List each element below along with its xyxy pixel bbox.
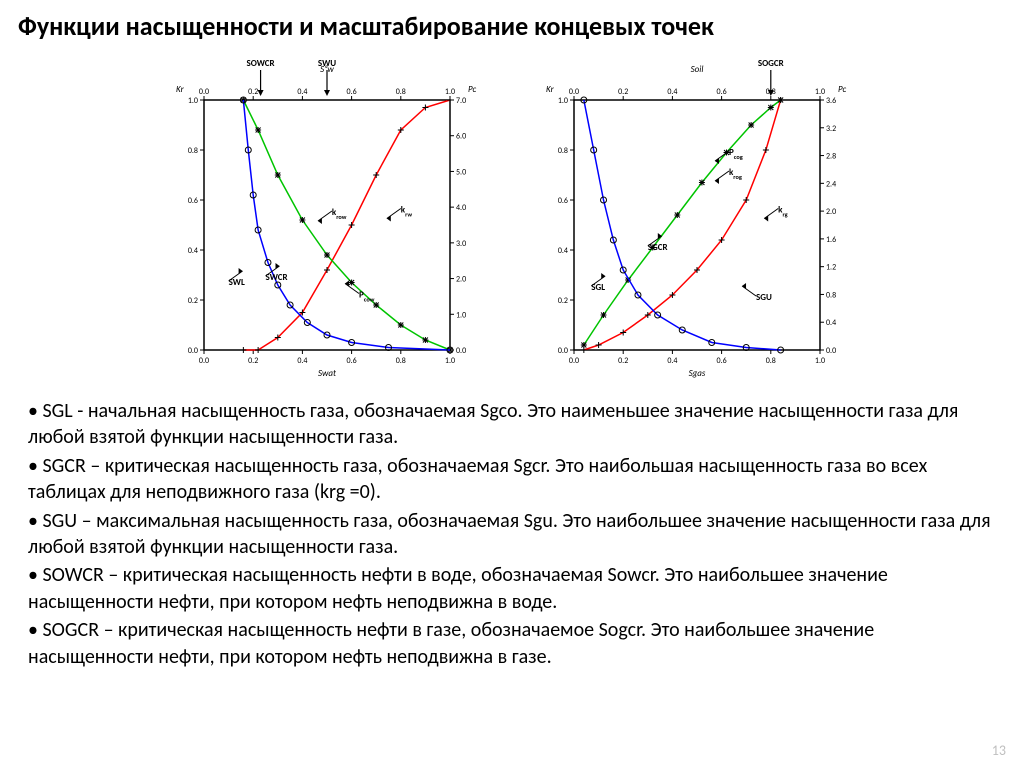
svg-text:Kr: Kr	[176, 84, 185, 95]
chart-left-svg: 0.00.00.20.20.40.40.60.60.80.81.01.00.00…	[162, 52, 492, 382]
svg-text:SOGCR: SOGCR	[758, 58, 784, 69]
svg-text:0.0: 0.0	[558, 346, 568, 356]
svg-text:4.0: 4.0	[456, 203, 466, 213]
svg-text:Pcog: Pcog	[729, 147, 743, 161]
svg-text:0.8: 0.8	[766, 356, 776, 366]
svg-text:0.8: 0.8	[396, 87, 406, 97]
svg-text:1.0: 1.0	[815, 87, 825, 97]
svg-text:0.8: 0.8	[396, 356, 406, 366]
svg-text:Pc: Pc	[468, 84, 476, 95]
svg-text:1.6: 1.6	[826, 235, 836, 245]
svg-text:Kr: Kr	[546, 84, 555, 95]
definition-sgcr: • SGCR – критическая насыщенность газа, …	[28, 453, 996, 506]
svg-text:0.0: 0.0	[456, 346, 466, 356]
svg-text:Pc: Pc	[838, 84, 846, 95]
chart-right: 0.00.00.20.20.40.40.60.60.80.81.01.00.00…	[532, 52, 862, 382]
svg-text:0.4: 0.4	[297, 87, 307, 97]
svg-text:Soil: Soil	[691, 64, 704, 75]
svg-text:3.0: 3.0	[456, 239, 466, 249]
definition-sowcr: • SOWCR – критическая насыщенность нефти…	[28, 562, 996, 615]
svg-text:2.0: 2.0	[826, 207, 836, 217]
svg-text:2.0: 2.0	[456, 275, 466, 285]
svg-text:0.6: 0.6	[558, 196, 568, 206]
page-number: 13	[992, 742, 1006, 759]
svg-text:1.0: 1.0	[456, 310, 466, 320]
charts-row: 0.00.00.20.20.40.40.60.60.80.81.01.00.00…	[0, 52, 1024, 382]
svg-text:Pcow: Pcow	[359, 290, 375, 304]
svg-text:0.2: 0.2	[618, 87, 628, 97]
svg-text:SWCR: SWCR	[266, 272, 288, 283]
definition-sogcr: • SOGCR – критическая насыщенность нефти…	[28, 617, 996, 670]
definitions-list: • SGL - начальная насыщенность газа, обо…	[28, 398, 996, 672]
svg-text:SWU: SWU	[318, 58, 336, 69]
svg-text:0.4: 0.4	[188, 246, 198, 256]
svg-text:krog: krog	[729, 167, 742, 181]
svg-text:7.0: 7.0	[456, 96, 466, 106]
svg-text:SGL: SGL	[591, 282, 605, 293]
svg-text:2.8: 2.8	[826, 152, 836, 162]
svg-text:0.8: 0.8	[826, 290, 836, 300]
svg-text:krow: krow	[332, 207, 347, 221]
svg-text:0.0: 0.0	[569, 356, 579, 366]
svg-text:0.4: 0.4	[826, 318, 836, 328]
svg-text:SGU: SGU	[756, 292, 772, 303]
svg-text:krw: krw	[401, 205, 413, 219]
svg-text:0.0: 0.0	[569, 87, 579, 97]
svg-text:0.0: 0.0	[199, 356, 209, 366]
svg-text:0.4: 0.4	[667, 87, 677, 97]
svg-text:0.6: 0.6	[347, 87, 357, 97]
svg-text:1.2: 1.2	[826, 263, 836, 273]
svg-text:0.8: 0.8	[188, 146, 198, 156]
page: Функции насыщенности и масштабирование к…	[0, 0, 1024, 767]
svg-text:0.2: 0.2	[558, 296, 568, 306]
svg-text:0.2: 0.2	[248, 87, 258, 97]
svg-text:0.8: 0.8	[558, 146, 568, 156]
svg-text:0.2: 0.2	[618, 356, 628, 366]
chart-right-svg: 0.00.00.20.20.40.40.60.60.80.81.01.00.00…	[532, 52, 862, 382]
svg-text:2.4: 2.4	[826, 179, 836, 189]
svg-text:0.0: 0.0	[188, 346, 198, 356]
svg-text:SOWCR: SOWCR	[247, 58, 275, 69]
svg-text:krg: krg	[778, 205, 787, 219]
svg-text:3.2: 3.2	[826, 124, 836, 134]
svg-text:0.6: 0.6	[717, 87, 727, 97]
page-title: Функции насыщенности и масштабирование к…	[18, 12, 1006, 42]
svg-text:0.6: 0.6	[347, 356, 357, 366]
definition-sgu: • SGU – максимальная насыщенность газа, …	[28, 508, 996, 561]
svg-text:1.0: 1.0	[445, 87, 455, 97]
svg-text:0.4: 0.4	[558, 246, 568, 256]
svg-text:1.0: 1.0	[445, 356, 455, 366]
svg-text:0.4: 0.4	[667, 356, 677, 366]
svg-text:0.0: 0.0	[199, 87, 209, 97]
svg-text:Sgas: Sgas	[689, 368, 706, 379]
svg-text:0.0: 0.0	[826, 346, 836, 356]
svg-text:0.6: 0.6	[717, 356, 727, 366]
svg-text:SGCR: SGCR	[648, 242, 668, 253]
svg-text:0.2: 0.2	[248, 356, 258, 366]
svg-text:5.0: 5.0	[456, 167, 466, 177]
svg-text:SWL: SWL	[229, 277, 245, 288]
svg-text:3.6: 3.6	[826, 96, 836, 106]
svg-text:1.0: 1.0	[558, 96, 568, 106]
svg-text:6.0: 6.0	[456, 132, 466, 142]
svg-text:0.6: 0.6	[188, 196, 198, 206]
svg-text:0.4: 0.4	[297, 356, 307, 366]
svg-text:Swat: Swat	[318, 368, 337, 379]
svg-text:1.0: 1.0	[815, 356, 825, 366]
svg-text:0.2: 0.2	[188, 296, 198, 306]
svg-text:1.0: 1.0	[188, 96, 198, 106]
chart-left: 0.00.00.20.20.40.40.60.60.80.81.01.00.00…	[162, 52, 492, 382]
definition-sgl: • SGL - начальная насыщенность газа, обо…	[28, 398, 996, 451]
